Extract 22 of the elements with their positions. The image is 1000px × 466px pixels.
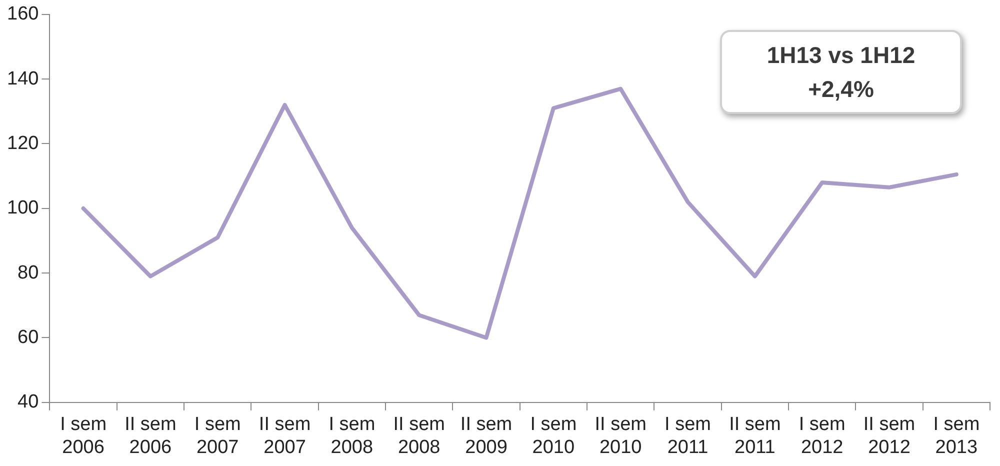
x-tick-label: II sem 2009	[460, 414, 512, 458]
x-tick-label: I sem 2012	[798, 414, 846, 458]
y-tick-label: 160	[7, 4, 39, 25]
x-tick-label: II sem 2012	[863, 414, 916, 458]
x-tick-label: II sem 2011	[729, 414, 781, 458]
x-tick-label: I sem 2008	[328, 414, 376, 458]
y-tick-label: 40	[18, 392, 39, 413]
annotation: 1H13 vs 1H12 +2,4%	[766, 41, 916, 104]
x-tick-label: I sem 2010	[530, 414, 577, 458]
x-tick-label: I sem 2007	[194, 414, 241, 458]
x-tick-label: II sem 2010	[594, 414, 646, 458]
x-tick-label: I sem 2013	[933, 414, 980, 458]
y-tick-label: 60	[18, 326, 39, 348]
y-tick-label: 140	[7, 68, 39, 90]
x-tick-label: II sem 2006	[124, 414, 176, 458]
x-tick-label: I sem 2011	[664, 414, 711, 458]
y-tick-label: 80	[18, 262, 39, 284]
x-tick-label: II sem 2007	[258, 414, 311, 458]
y-tick-label: 120	[7, 132, 39, 154]
x-tick-label: I sem 2006	[60, 414, 107, 458]
y-tick-label: 100	[7, 198, 39, 219]
x-tick-label: II sem 2008	[393, 414, 445, 458]
